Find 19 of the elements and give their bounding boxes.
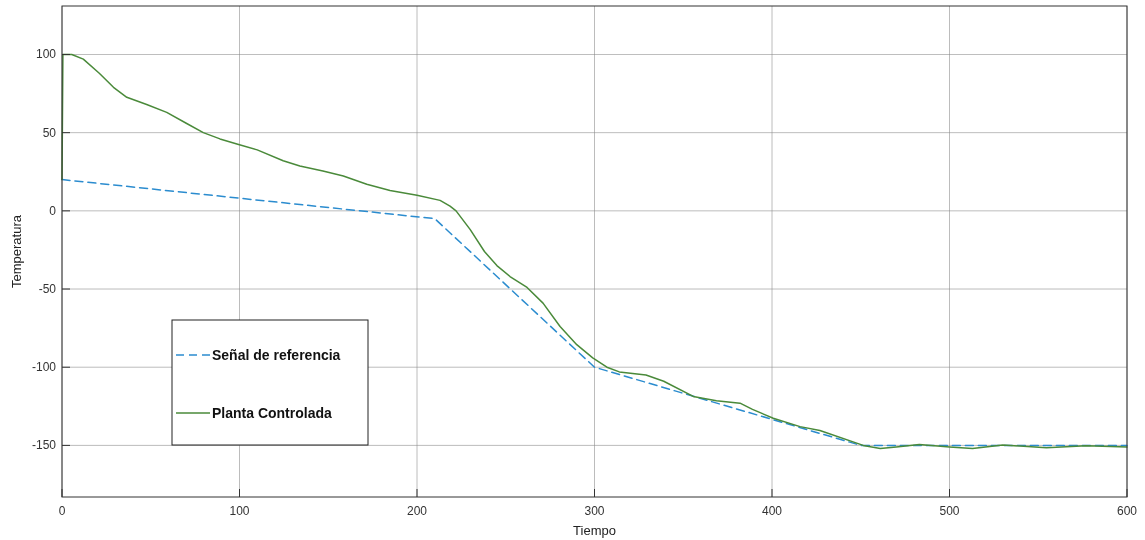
y-tick-label: -50 (38, 282, 57, 297)
legend-label: Planta Controlada (212, 405, 333, 421)
x-tick-label: 600 (1116, 504, 1138, 518)
y-tick-label: 0 (49, 203, 57, 218)
y-tick-label: 50 (42, 125, 57, 140)
line-series (61, 53, 1128, 450)
y-tick-label: -100 (31, 360, 57, 375)
x-tick-label: 0 (58, 504, 66, 518)
x-axis-title: Tiempo (573, 523, 616, 538)
x-tick-label: 200 (406, 504, 428, 518)
legend-label: Señal de referencia (212, 347, 341, 363)
x-tick-label: 500 (939, 504, 960, 518)
y-tick-label: -150 (31, 438, 57, 453)
y-tick-label: 100 (35, 47, 57, 62)
y-axis-title: Temperatura (9, 214, 24, 288)
x-tick-label: 400 (761, 504, 783, 518)
x-tick-label: 100 (229, 504, 250, 518)
line-series (61, 178, 1128, 447)
x-tick-label: 300 (584, 504, 605, 518)
